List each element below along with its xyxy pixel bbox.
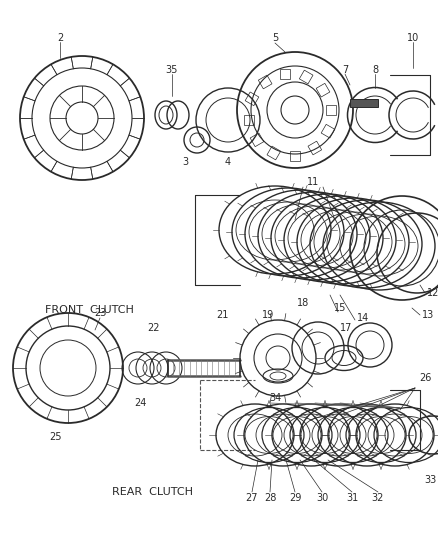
Bar [326,105,336,115]
Text: 4: 4 [225,157,231,167]
Text: 11: 11 [307,177,319,187]
Bar [244,115,254,125]
Bar [350,99,378,107]
Text: 22: 22 [147,323,159,333]
Bar [316,83,330,97]
Text: 15: 15 [334,303,346,313]
Bar [308,141,321,155]
Text: 29: 29 [289,493,301,503]
Text: 27: 27 [246,493,258,503]
Text: 34: 34 [269,393,281,403]
Text: 18: 18 [297,298,309,308]
Text: 26: 26 [419,373,431,383]
Bar [299,70,313,84]
Text: 30: 30 [316,493,328,503]
Bar [245,92,259,106]
Text: 31: 31 [346,493,358,503]
Text: 14: 14 [357,313,369,323]
Text: 17: 17 [340,323,352,333]
Text: 7: 7 [342,65,348,75]
Bar [321,124,335,138]
Text: 5: 5 [272,33,278,43]
Text: 19: 19 [262,310,274,320]
Text: 3: 3 [182,157,188,167]
Text: 35: 35 [166,65,178,75]
Bar [267,146,281,160]
Text: 12: 12 [427,288,438,298]
Text: REAR  CLUTCH: REAR CLUTCH [112,487,193,497]
Text: 32: 32 [372,493,384,503]
Text: 33: 33 [424,475,436,485]
Text: 21: 21 [216,310,228,320]
Text: 24: 24 [134,398,146,408]
Bar [290,151,300,161]
Text: 10: 10 [407,33,419,43]
Text: 13: 13 [422,310,434,320]
Text: 8: 8 [372,65,378,75]
Text: 2: 2 [57,33,63,43]
Text: 25: 25 [49,432,61,442]
Text: 23: 23 [94,308,106,318]
Bar [280,69,290,79]
Text: FRONT  CLUTCH: FRONT CLUTCH [45,305,134,315]
Text: 28: 28 [264,493,276,503]
Bar [250,133,264,147]
Bar [258,75,272,89]
